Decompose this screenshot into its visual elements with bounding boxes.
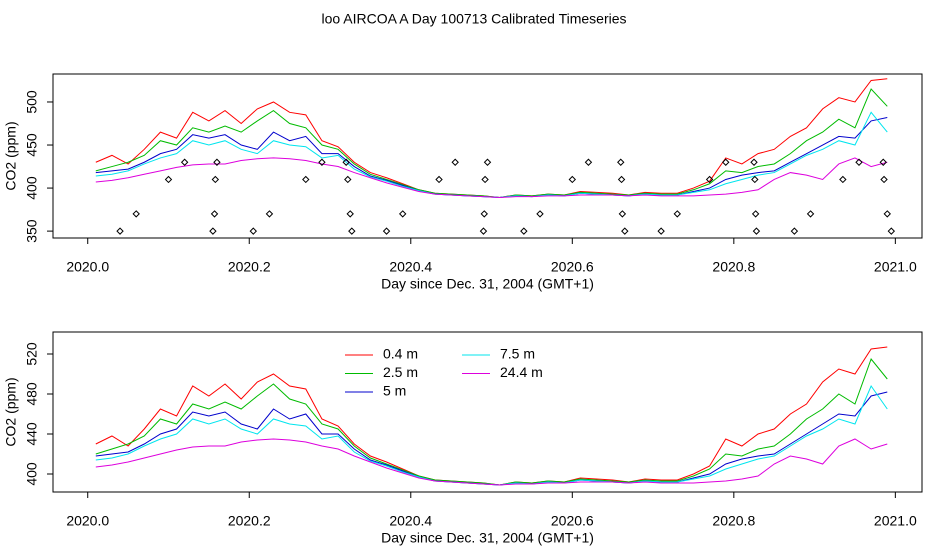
flag-point [751, 175, 759, 184]
legend-label: 7.5 m [500, 346, 535, 362]
flag-point [210, 210, 219, 218]
x-tick-label: 2020.6 [551, 259, 594, 275]
flag-point [209, 227, 217, 235]
y-tick-label: 450 [24, 133, 40, 157]
flag-point [116, 227, 124, 235]
x-tick-label: 2020.0 [66, 513, 109, 529]
plot-frame [52, 331, 923, 493]
y-axis-label: CO2 (ppm) [3, 121, 19, 190]
flag-point [520, 227, 528, 235]
flag-point [879, 158, 887, 166]
series-line [95, 157, 888, 199]
flag-point [750, 158, 758, 166]
legend-label: 5 m [383, 383, 406, 399]
flag-point [483, 158, 492, 166]
flag-point [839, 175, 847, 184]
flag-point [211, 175, 220, 184]
flag-point [618, 210, 627, 218]
flag-point [621, 227, 629, 235]
series-line [95, 438, 888, 486]
flag-point [382, 227, 391, 235]
series-line [95, 78, 888, 199]
flag-point [855, 158, 863, 166]
flag-point [752, 227, 761, 235]
flag-point [883, 210, 891, 218]
x-tick-label: 2020.4 [389, 513, 432, 529]
series-line [95, 384, 888, 486]
y-tick-label: 520 [24, 342, 40, 366]
y-tick-label: 400 [24, 462, 40, 486]
legend-label: 2.5 m [383, 364, 418, 380]
y-tick-label: 350 [24, 219, 40, 243]
x-tick-label: 2020.2 [228, 259, 271, 275]
flag-point [790, 227, 799, 235]
flag-point [617, 175, 626, 184]
flag-point [318, 158, 326, 166]
flag-point [180, 158, 189, 166]
flag-point [348, 227, 356, 235]
flag-point [673, 210, 681, 218]
flag-point [346, 210, 354, 218]
flag-point [705, 175, 714, 184]
flag-point [887, 227, 896, 235]
flag-point [880, 175, 888, 184]
x-tick-label: 2020.8 [712, 259, 755, 275]
flag-point [806, 210, 815, 218]
series-line [95, 346, 888, 486]
flag-point [213, 158, 221, 166]
flag-point [536, 210, 544, 218]
x-tick-label: 2020.4 [389, 259, 432, 275]
chart-title: loo AIRCOA A Day 100713 Calibrated Times… [321, 11, 626, 27]
flag-point [751, 210, 760, 218]
x-tick-label: 2020.2 [228, 513, 271, 529]
x-tick-label: 2021.0 [874, 513, 917, 529]
x-tick-label: 2020.8 [712, 513, 755, 529]
y-tick-label: 500 [24, 90, 40, 114]
flag-point [617, 158, 625, 166]
y-tick-label: 400 [24, 176, 40, 200]
flag-point [249, 227, 257, 235]
x-tick-label: 2021.0 [874, 259, 917, 275]
x-tick-label: 2020.0 [66, 259, 109, 275]
plot-frame [52, 73, 923, 239]
series-line [95, 391, 888, 486]
flag-point [479, 227, 488, 235]
legend-label: 0.4 m [383, 346, 418, 362]
x-axis-label: Day since Dec. 31, 2004 (GMT+1) [381, 530, 594, 546]
y-tick-label: 480 [24, 382, 40, 406]
flag-point [657, 227, 665, 235]
x-tick-label: 2020.6 [551, 513, 594, 529]
flag-point [344, 175, 352, 184]
y-axis-label: CO2 (ppm) [3, 377, 19, 446]
flag-point [480, 210, 488, 218]
legend-label: 24.4 m [500, 364, 543, 380]
flag-point [435, 175, 443, 184]
flag-point [568, 175, 577, 184]
flag-point [722, 158, 730, 166]
x-axis-label: Day since Dec. 31, 2004 (GMT+1) [381, 276, 594, 292]
flag-point [164, 175, 173, 184]
series-line [95, 111, 888, 199]
flag-point [132, 210, 140, 218]
y-tick-label: 440 [24, 422, 40, 446]
flag-point [398, 210, 407, 218]
flag-point [451, 158, 459, 166]
flag-point [584, 158, 593, 166]
flag-point [342, 158, 350, 166]
flag-point [265, 210, 274, 218]
flag-point [302, 175, 310, 184]
flag-point [481, 175, 489, 184]
